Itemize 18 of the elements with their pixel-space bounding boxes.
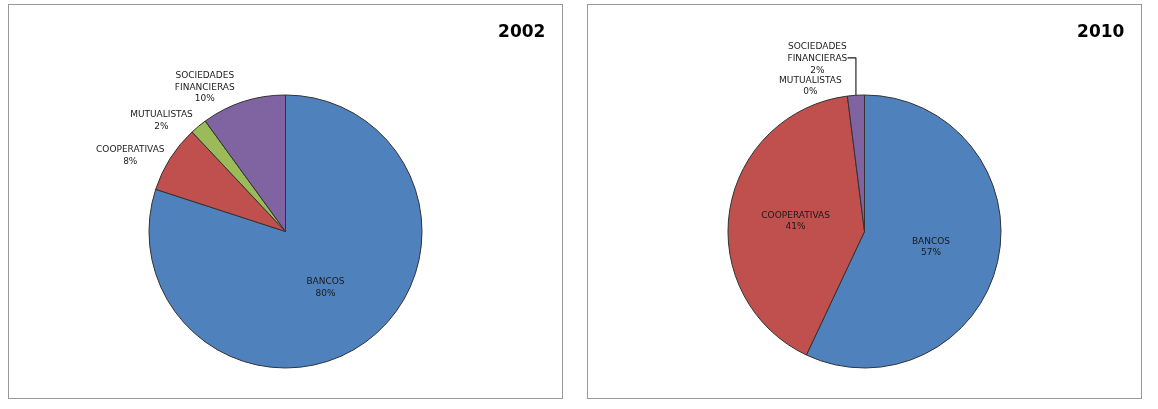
data-label: 10% (194, 93, 216, 104)
data-label: 2% (810, 64, 825, 75)
slice-label: SOCIEDADES FINANCIERAS (174, 69, 235, 92)
slice-label: BANCOS (306, 275, 345, 286)
data-label: 80% (315, 287, 336, 298)
text: 2002 (498, 20, 546, 41)
text: 0% (803, 86, 818, 97)
slice-label: BANCOS (911, 235, 951, 246)
slice-label: SOCIEDADES FINANCIERAS (787, 41, 848, 63)
category-label: MUTUALISTAS (779, 74, 842, 85)
data-label: 41% (785, 221, 807, 232)
slice-label: MUTUALISTAS (130, 109, 194, 120)
slice-label: COOPERATIVAS (96, 144, 165, 155)
text: 2010 (1077, 20, 1125, 41)
data-label: 57% (920, 247, 942, 258)
data-label: 2% (154, 120, 170, 131)
slice-label: COOPERATIVAS (761, 209, 831, 220)
data-label: 8% (123, 156, 138, 167)
